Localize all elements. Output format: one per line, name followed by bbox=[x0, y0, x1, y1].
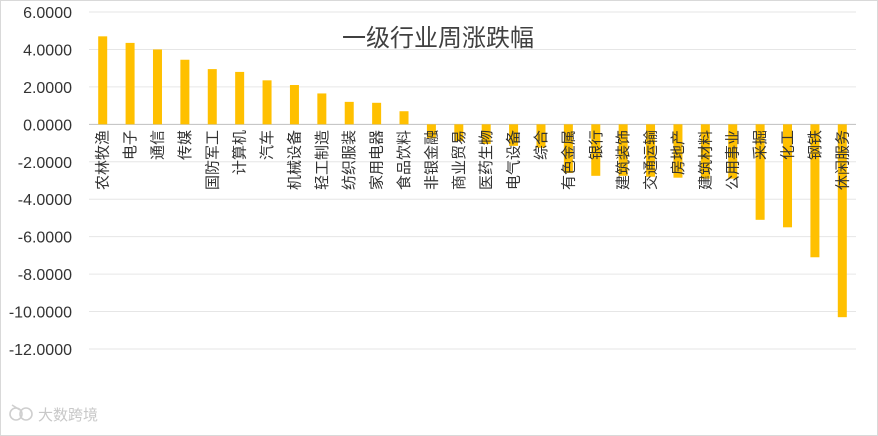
category-label: 银行 bbox=[587, 130, 605, 160]
y-tick-label: -12.0000 bbox=[9, 342, 72, 359]
y-tick-label: -4.0000 bbox=[18, 192, 72, 209]
category-label: 房地产 bbox=[669, 130, 687, 175]
category-label: 建筑装饰 bbox=[614, 130, 632, 190]
bar bbox=[235, 71, 245, 125]
bar bbox=[783, 124, 793, 228]
category-label: 有色金属 bbox=[559, 130, 577, 190]
category-label: 机械设备 bbox=[285, 130, 303, 190]
category-label: 轻工制造 bbox=[313, 130, 331, 190]
category-label: 休闲服务 bbox=[833, 130, 851, 190]
category-label: 非银金融 bbox=[422, 130, 440, 190]
bar bbox=[317, 93, 327, 125]
y-tick-label: 2.0000 bbox=[23, 80, 72, 97]
category-label: 通信 bbox=[148, 130, 166, 160]
watermark-logo: 大数跨境 bbox=[9, 404, 98, 424]
category-label: 医药生物 bbox=[477, 130, 495, 190]
category-label: 纺织服装 bbox=[340, 130, 358, 190]
bar bbox=[755, 124, 765, 220]
category-label: 农林牧渔 bbox=[94, 130, 112, 190]
y-tick-label: -6.0000 bbox=[18, 230, 72, 247]
y-tick-label: -2.0000 bbox=[18, 155, 72, 172]
y-tick-label: 4.0000 bbox=[23, 42, 72, 59]
bar bbox=[618, 124, 628, 176]
category-labels: 农林牧渔 电子 通信 传媒 国防军工 计算机 汽车 机械设备 轻工制造 纺织服装 家用电器 食品饮料非… bbox=[94, 130, 852, 190]
bar bbox=[481, 124, 491, 144]
category-label: 钢铁 bbox=[806, 130, 824, 160]
bar bbox=[262, 80, 272, 125]
bar bbox=[180, 59, 190, 125]
bar bbox=[728, 124, 738, 179]
category-label: 化工 bbox=[779, 130, 797, 160]
y-tick-label: 0.0000 bbox=[23, 117, 72, 134]
bar bbox=[509, 124, 519, 146]
bar bbox=[810, 124, 820, 258]
watermark-icon bbox=[9, 404, 33, 421]
gridlines bbox=[89, 11, 856, 350]
bar bbox=[837, 124, 847, 318]
category-label: 采掘 bbox=[751, 130, 769, 160]
bar bbox=[591, 124, 601, 176]
bar bbox=[125, 42, 135, 125]
bar bbox=[152, 49, 162, 125]
category-label: 交通运输 bbox=[642, 130, 660, 190]
category-label: 电气设备 bbox=[505, 130, 523, 190]
bar bbox=[673, 124, 683, 178]
bar bbox=[700, 124, 710, 179]
bar bbox=[563, 124, 573, 174]
watermark-text: 大数跨境 bbox=[38, 406, 98, 424]
category-label: 建筑材料 bbox=[696, 130, 714, 190]
bar bbox=[646, 124, 656, 177]
bar bbox=[372, 102, 382, 125]
category-label: 商业贸易 bbox=[450, 130, 468, 190]
bar bbox=[399, 111, 409, 125]
category-label: 汽车 bbox=[258, 130, 276, 160]
y-tick-label: -10.0000 bbox=[9, 305, 72, 322]
category-label: 公用事业 bbox=[724, 130, 742, 190]
category-label: 食品饮料 bbox=[395, 130, 413, 190]
category-label: 电子 bbox=[121, 130, 139, 160]
bar bbox=[289, 85, 299, 125]
bar bbox=[454, 124, 464, 142]
bars bbox=[98, 36, 847, 318]
category-label: 综合 bbox=[532, 130, 550, 160]
bar bbox=[536, 124, 546, 148]
category-label: 计算机 bbox=[231, 130, 249, 175]
category-label: 家用电器 bbox=[368, 130, 386, 190]
bar bbox=[426, 124, 436, 139]
chart-title: 一级行业周涨跌幅 bbox=[342, 24, 534, 52]
category-label: 传媒 bbox=[176, 130, 194, 160]
y-tick-label: -8.0000 bbox=[18, 267, 72, 284]
bar bbox=[344, 101, 354, 125]
bar bbox=[207, 69, 217, 125]
y-tick-label: 6.0000 bbox=[23, 5, 72, 22]
category-label: 国防军工 bbox=[203, 130, 221, 190]
y-axis-tick-labels: 6.0000 4.0000 2.0000 0.0000 -2.0000 -4.0000 -6… bbox=[9, 5, 72, 359]
bar bbox=[98, 36, 108, 125]
